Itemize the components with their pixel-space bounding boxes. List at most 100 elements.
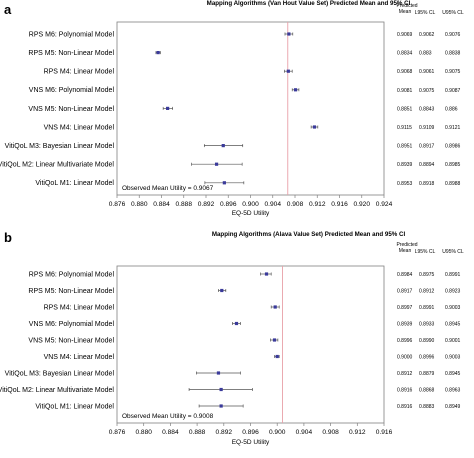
panel-b-x-tick-label: 0.900 [269, 429, 286, 436]
panel-a-cell-ucl: 0.9121 [445, 125, 461, 131]
panel-b-cell-mean: 0.8996 [397, 338, 413, 344]
panel-a-x-axis-label: EQ-5D Utility [232, 210, 270, 217]
panel-a-row-label: VitiQoL M3: Bayesian Linear Model [5, 143, 115, 150]
panel-b-x-tick-label: 0.884 [162, 429, 179, 436]
panel-b-cell-lcl: 0.8912 [419, 289, 435, 295]
panel-a-plot-frame [116, 21, 385, 196]
panel-b-point-estimate [264, 272, 269, 276]
panel-b-x-axis-label: EQ-5D Utility [232, 439, 270, 446]
panel-b-point-estimate [219, 387, 223, 392]
panel-b-row-label: RPS M6: Polynomial Model [29, 271, 115, 278]
panel-b-row-label: VNS M4: Linear Model [44, 354, 115, 361]
panel-b-cell-lcl: 0.8933 [419, 322, 435, 328]
panel-a-point-estimate [221, 144, 225, 148]
panel-b-cell-ucl: 0.8945 [445, 322, 461, 328]
panel-a-observed-mean-label: Observed Mean Utility = 0.9067 [122, 185, 214, 192]
panel-b-x-tick-label: 0.908 [322, 429, 339, 436]
panel-b-point-estimate [275, 354, 279, 359]
panel-b-cell-mean: 0.8984 [397, 272, 413, 278]
panel-b-x-tick-label: 0.896 [242, 429, 259, 436]
panel-a-cell-ucl: 0.8985 [445, 162, 461, 168]
panel-a-point-estimate [222, 181, 226, 185]
panel-a-cell-mean: 0.9068 [397, 69, 413, 75]
panel-a-col-head-mean-1: Predicted [396, 3, 417, 9]
panel-a-col-head-lcl: L95% CL [415, 10, 436, 16]
panel-a-cell-lcl: 0.883 [419, 51, 432, 57]
panel-a-cell-mean: 0.9069 [397, 32, 413, 38]
panel-a-col-head-mean-2: Mean [399, 9, 412, 15]
panel-b-x-tick-label: 0.876 [109, 429, 126, 436]
panel-b-x-tick-label: 0.888 [189, 429, 206, 436]
panel-a-point-estimate [312, 125, 317, 129]
panel-b-plot-frame [116, 265, 385, 424]
panel-a-x-tick-label: 0.888 [175, 201, 192, 208]
panel-a-x-tick-label: 0.876 [109, 201, 126, 208]
panel-b-cell-mean: 0.8939 [397, 322, 413, 328]
panel-a-cell-lcl: 0.8917 [419, 144, 435, 150]
panel-b-cell-mean: 0.8912 [397, 371, 413, 377]
panel-b-x-tick-label: 0.892 [216, 429, 233, 436]
panel-a-x-tick-label: 0.916 [331, 201, 348, 208]
panel-b-row-label: VitiQoL M2: Linear Multivariate Model [0, 387, 114, 394]
panel-b-title: Mapping Algorithms (Alava Value Set) Pre… [212, 231, 406, 238]
panel-a-cell-mean: 0.8939 [397, 162, 413, 168]
panel-b-cell-lcl: 0.8975 [419, 272, 435, 278]
panel-a-cell-mean: 0.8851 [397, 106, 413, 112]
panel-a-title: Mapping Algorithms (Van Hout Value Set) … [207, 0, 411, 7]
panel-a-x-tick-label: 0.884 [153, 201, 170, 208]
panel-a-row-label: VitiQoL M2: Linear Multivariate Model [0, 162, 114, 169]
panel-b-cell-mean: 0.8916 [397, 388, 413, 394]
panel-b-cell-mean: 0.8916 [397, 404, 413, 410]
panel-b-point-estimate [220, 288, 224, 293]
panel-b-cell-lcl: 0.8996 [419, 355, 435, 361]
panel-a-cell-lcl: 0.9061 [419, 69, 435, 75]
panel-b-letter: b [4, 230, 12, 245]
panel-a-cell-ucl: 0.8838 [445, 51, 461, 57]
panel-a-letter: a [4, 2, 12, 17]
panel-b-cell-ucl: 0.8949 [445, 404, 461, 410]
panel-b-cell-lcl: 0.8879 [419, 371, 435, 377]
panel-b-row-label: RPS M5: Non-Linear Model [28, 288, 114, 295]
panel-a-col-head-ucl: U95% CL [442, 10, 464, 16]
panel-b-cell-mean: 0.8917 [397, 289, 413, 295]
panel-b-observed-mean-label: Observed Mean Utility = 0.9008 [122, 413, 214, 420]
panel-b-x-tick-label: 0.912 [349, 429, 366, 436]
panel-a-point-estimate [286, 69, 290, 73]
panel-b-cell-ucl: 0.8945 [445, 371, 461, 377]
panel-b-cell-mean: 0.8997 [397, 305, 413, 311]
panel-b-cell-ucl: 0.8991 [445, 272, 461, 278]
panel-a-point-estimate [166, 106, 170, 110]
panel-a-cell-mean: 0.8951 [397, 144, 413, 150]
panel-b-cell-mean: 0.9000 [397, 355, 413, 361]
panel-a-point-estimate [156, 51, 160, 55]
panel-a-x-tick-label: 0.896 [220, 201, 237, 208]
panel-b-col-head-lcl: L95% CL [415, 249, 436, 255]
panel-a-point-estimate [293, 88, 298, 92]
panel-a-row-label: VNS M4: Linear Model [44, 124, 115, 131]
panel-b-cell-ucl: 0.9003 [445, 305, 461, 311]
panel-b-col-head-mean-1: Predicted [396, 242, 417, 248]
panel-b-point-estimate [273, 305, 277, 309]
panel-b-cell-ucl: 0.8963 [445, 388, 461, 394]
panel-a-cell-lcl: 0.8918 [419, 181, 435, 187]
panel-b-x-tick-label: 0.916 [376, 429, 393, 436]
panel-a-row-label: VitiQoL M1: Linear Model [35, 180, 114, 187]
panel-b-row-label: VNS M6: Polynomial Model [29, 321, 115, 328]
panel-b-cell-ucl: 0.8923 [445, 289, 461, 295]
panel-b-cell-ucl: 0.9001 [445, 338, 461, 344]
panel-a-cell-mean: 0.9081 [397, 88, 413, 94]
panel-b-cell-lcl: 0.8991 [419, 305, 435, 311]
panel-a-x-tick-label: 0.880 [131, 201, 148, 208]
panel-a-cell-ucl: 0.8988 [445, 181, 461, 187]
panel-a-cell-ucl: 0.9087 [445, 88, 461, 94]
panel-b-x-tick-label: 0.880 [135, 429, 152, 436]
panel-a-cell-ucl: 0.9075 [445, 69, 461, 75]
panel-a-row-label: RPS M6: Polynomial Model [29, 31, 115, 38]
panel-b-row-label: RPS M4: Linear Model [44, 304, 115, 311]
panel-b-row-label: VitiQoL M3: Bayesian Linear Model [5, 370, 115, 377]
panel-b-cell-ucl: 0.9003 [445, 355, 461, 361]
panel-a-point-estimate [214, 162, 219, 166]
panel-b-col-head-mean-2: Mean [399, 248, 412, 254]
panel-b-row-label: VitiQoL M1: Linear Model [35, 403, 114, 410]
